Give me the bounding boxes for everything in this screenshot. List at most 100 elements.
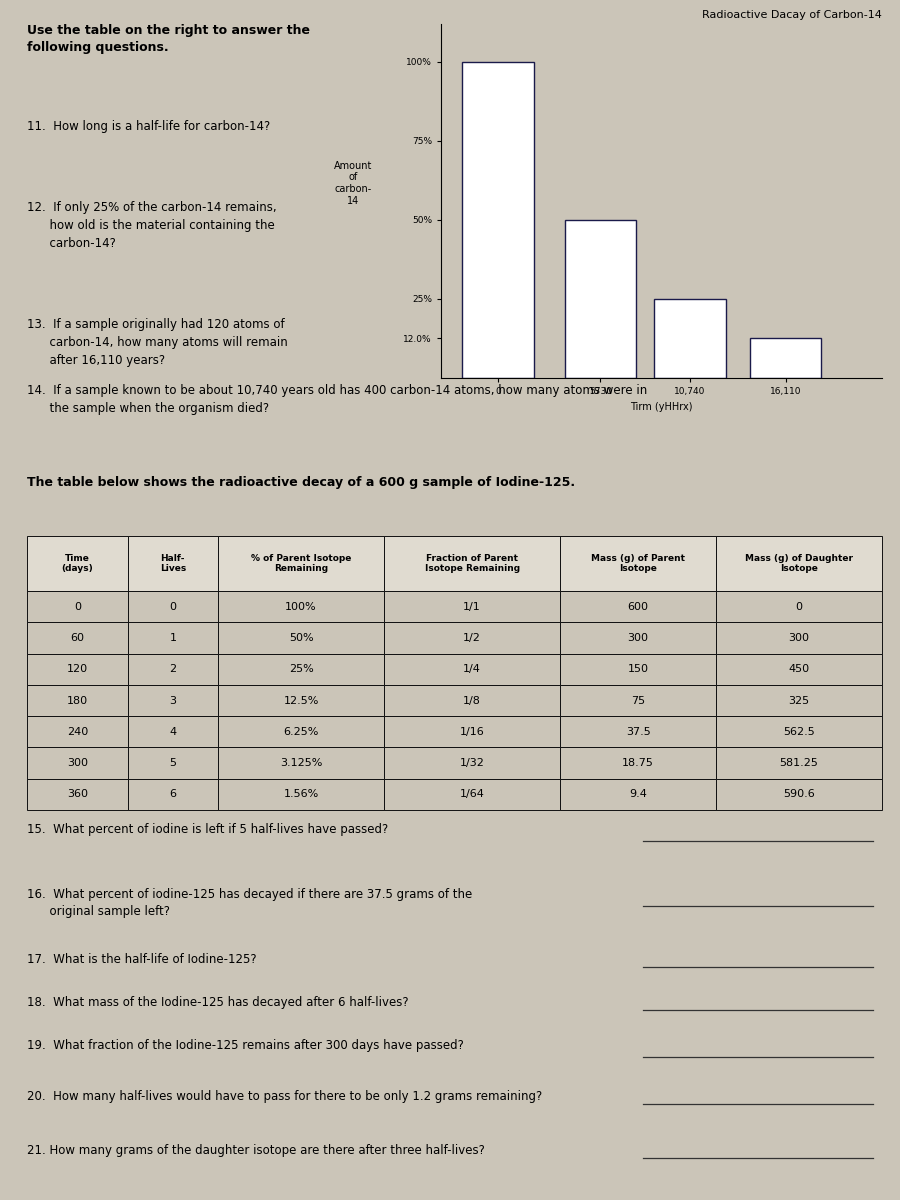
Bar: [218, 779, 384, 810]
Bar: [384, 623, 560, 654]
Text: Radioactive Dacay of Carbon-14: Radioactive Dacay of Carbon-14: [702, 11, 882, 20]
Bar: [218, 685, 384, 716]
Text: 60: 60: [70, 634, 85, 643]
Bar: [128, 685, 218, 716]
Text: 18.  What mass of the Iodine-125 has decayed after 6 half-lives?: 18. What mass of the Iodine-125 has deca…: [27, 996, 409, 1009]
Text: 12.5%: 12.5%: [284, 696, 319, 706]
Bar: [560, 716, 716, 748]
Bar: [560, 592, 716, 623]
Bar: [27, 654, 128, 685]
Bar: [218, 716, 384, 748]
Bar: [654, 299, 725, 378]
Text: 0: 0: [796, 601, 803, 612]
Text: 18.75: 18.75: [622, 758, 654, 768]
Text: 325: 325: [788, 696, 810, 706]
Bar: [218, 536, 384, 592]
Text: 300: 300: [627, 634, 649, 643]
Text: Use the table on the right to answer the
following questions.: Use the table on the right to answer the…: [27, 24, 310, 54]
Bar: [128, 716, 218, 748]
Bar: [218, 748, 384, 779]
Bar: [716, 748, 882, 779]
Text: 20.  How many half-lives would have to pass for there to be only 1.2 grams remai: 20. How many half-lives would have to pa…: [27, 1090, 542, 1103]
Bar: [560, 536, 716, 592]
Text: 360: 360: [67, 790, 88, 799]
Bar: [560, 685, 716, 716]
Bar: [218, 654, 384, 685]
Text: Half-
Lives: Half- Lives: [159, 554, 186, 574]
Text: 1/32: 1/32: [460, 758, 484, 768]
Bar: [128, 779, 218, 810]
Text: 450: 450: [788, 665, 810, 674]
Y-axis label: Amount
of
carbon-
14: Amount of carbon- 14: [334, 161, 372, 205]
Text: 16.  What percent of iodine-125 has decayed if there are 37.5 grams of the
     : 16. What percent of iodine-125 has decay…: [27, 888, 472, 918]
Text: Mass (g) of Daughter
Isotope: Mass (g) of Daughter Isotope: [745, 554, 853, 574]
Bar: [218, 623, 384, 654]
Bar: [384, 716, 560, 748]
Bar: [27, 748, 128, 779]
Bar: [716, 623, 882, 654]
Text: 562.5: 562.5: [783, 727, 814, 737]
Bar: [128, 748, 218, 779]
Text: 9.4: 9.4: [629, 790, 647, 799]
Text: 1/2: 1/2: [464, 634, 481, 643]
Bar: [716, 685, 882, 716]
Bar: [716, 536, 882, 592]
Bar: [716, 779, 882, 810]
Text: 0: 0: [169, 601, 176, 612]
Text: 3: 3: [169, 696, 176, 706]
Text: 300: 300: [67, 758, 88, 768]
Bar: [560, 654, 716, 685]
Text: % of Parent Isotope
Remaining: % of Parent Isotope Remaining: [251, 554, 351, 574]
Bar: [750, 338, 822, 378]
Bar: [560, 623, 716, 654]
Text: 19.  What fraction of the Iodine-125 remains after 300 days have passed?: 19. What fraction of the Iodine-125 rema…: [27, 1039, 464, 1052]
Text: 5: 5: [169, 758, 176, 768]
Text: 0: 0: [74, 601, 81, 612]
Text: The table below shows the radioactive decay of a 600 g sample of Iodine-125.: The table below shows the radioactive de…: [27, 476, 575, 490]
Bar: [384, 536, 560, 592]
Bar: [128, 654, 218, 685]
Bar: [384, 592, 560, 623]
Text: 1/4: 1/4: [464, 665, 481, 674]
Text: 14.  If a sample known to be about 10,740 years old has 400 carbon-14 atoms, how: 14. If a sample known to be about 10,740…: [27, 384, 647, 415]
Bar: [27, 685, 128, 716]
Text: Time
(days): Time (days): [61, 554, 94, 574]
Text: 600: 600: [627, 601, 649, 612]
Text: 300: 300: [788, 634, 809, 643]
Bar: [128, 623, 218, 654]
Text: 590.6: 590.6: [783, 790, 814, 799]
Text: 21. How many grams of the daughter isotope are there after three half-lives?: 21. How many grams of the daughter isoto…: [27, 1144, 485, 1157]
Text: 4: 4: [169, 727, 176, 737]
Text: 1/64: 1/64: [460, 790, 484, 799]
Text: 1/1: 1/1: [464, 601, 481, 612]
Text: 6.25%: 6.25%: [284, 727, 319, 737]
Text: 17.  What is the half-life of Iodine-125?: 17. What is the half-life of Iodine-125?: [27, 953, 256, 966]
Bar: [560, 748, 716, 779]
Bar: [27, 779, 128, 810]
Bar: [27, 592, 128, 623]
Text: 11.  How long is a half-life for carbon-14?: 11. How long is a half-life for carbon-1…: [27, 120, 270, 132]
Text: 3.125%: 3.125%: [280, 758, 322, 768]
Bar: [27, 716, 128, 748]
Text: 1/16: 1/16: [460, 727, 484, 737]
Bar: [384, 779, 560, 810]
Bar: [716, 716, 882, 748]
Text: 2: 2: [169, 665, 176, 674]
Text: 25%: 25%: [289, 665, 313, 674]
Text: 1.56%: 1.56%: [284, 790, 319, 799]
Text: 100%: 100%: [285, 601, 317, 612]
Bar: [716, 592, 882, 623]
Bar: [218, 592, 384, 623]
Text: 240: 240: [67, 727, 88, 737]
Text: 13.  If a sample originally had 120 atoms of
      carbon-14, how many atoms wil: 13. If a sample originally had 120 atoms…: [27, 318, 288, 367]
Text: 1: 1: [169, 634, 176, 643]
Bar: [463, 62, 534, 378]
Text: 120: 120: [67, 665, 88, 674]
Text: Fraction of Parent
Isotope Remaining: Fraction of Parent Isotope Remaining: [425, 554, 519, 574]
Text: 12.  If only 25% of the carbon-14 remains,
      how old is the material contain: 12. If only 25% of the carbon-14 remains…: [27, 200, 276, 250]
Bar: [128, 536, 218, 592]
Text: 1/8: 1/8: [464, 696, 481, 706]
Text: 75: 75: [631, 696, 645, 706]
Bar: [564, 220, 636, 378]
Bar: [384, 685, 560, 716]
